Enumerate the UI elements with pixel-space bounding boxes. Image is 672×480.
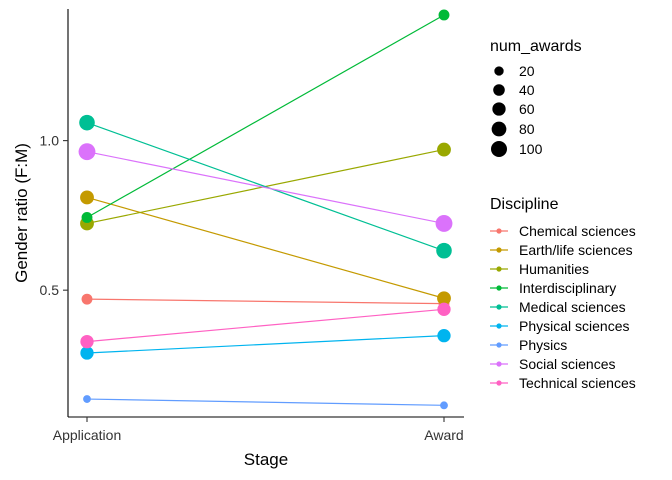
legend-key-point — [496, 304, 502, 310]
x-tick-label: Award — [424, 427, 463, 443]
y-tick-label: 0.5 — [40, 282, 60, 298]
data-point — [78, 143, 96, 161]
data-point — [438, 9, 450, 21]
legend-label: Physical sciences — [519, 318, 630, 334]
data-point — [80, 346, 94, 360]
legend-item-chemical-sciences: Chemical sciences — [490, 223, 636, 239]
data-point — [437, 142, 451, 157]
legend-key-point — [496, 247, 502, 253]
legend-label: Chemical sciences — [519, 223, 636, 239]
series-physics — [83, 395, 448, 410]
legend-label: Medical sciences — [519, 299, 626, 315]
size-legend-key — [491, 141, 507, 157]
size-legend-label: 60 — [519, 101, 535, 117]
plot-area: 0.5 1.0 Application Award — [40, 9, 464, 443]
size-legend: num_awards 20 40 60 80 100 — [490, 38, 582, 157]
x-axis-title: Stage — [244, 450, 288, 469]
color-legend: Discipline Chemical sciences Earth/life s… — [490, 196, 636, 391]
x-ticks: Application Award — [53, 417, 464, 443]
data-point — [81, 293, 93, 305]
series-social-sciences — [78, 143, 453, 232]
data-point — [437, 328, 451, 343]
legend-label: Humanities — [519, 261, 589, 277]
size-legend-items: 20 40 60 80 100 — [491, 63, 543, 157]
data-point — [83, 395, 91, 403]
color-legend-items: Chemical sciences Earth/life sciences Huma… — [490, 223, 636, 391]
series-line — [86, 308, 445, 343]
size-legend-title: num_awards — [490, 38, 582, 55]
x-tick-label: Application — [53, 427, 122, 443]
legend-label: Physics — [519, 337, 567, 353]
legend-label: Interdisciplinary — [519, 280, 616, 296]
legend-label: Technical sciences — [519, 375, 636, 391]
legend-label: Social sciences — [519, 356, 616, 372]
size-legend-label: 40 — [519, 82, 535, 98]
legend-item-technical-sciences: Technical sciences — [490, 375, 636, 391]
size-legend-label: 20 — [519, 63, 535, 79]
series-line — [86, 196, 445, 299]
legend-item-humanities: Humanities — [490, 261, 589, 277]
legend-key-point — [496, 380, 502, 386]
legend-item-earth-life-sciences: Earth/life sciences — [490, 242, 633, 258]
legend-key-point — [496, 228, 502, 234]
color-legend-title: Discipline — [490, 196, 559, 213]
series-layer — [78, 9, 453, 410]
size-legend-key — [492, 102, 506, 116]
legend-key-point — [496, 266, 502, 272]
size-legend-key — [494, 66, 504, 76]
legend-key-point — [496, 361, 502, 367]
legend-item-social-sciences: Social sciences — [490, 356, 616, 372]
legend-key-point — [496, 342, 502, 348]
series-earth-life-sciences — [80, 190, 451, 306]
legend-key-point — [496, 285, 502, 291]
data-point — [79, 114, 95, 131]
series-medical-sciences — [79, 114, 452, 259]
y-axis-title: Gender ratio (F:M) — [12, 143, 31, 283]
data-point — [80, 334, 94, 349]
series-line — [86, 151, 445, 225]
series-line — [86, 335, 445, 354]
legend-key-point — [496, 323, 502, 329]
data-point — [80, 190, 94, 205]
series-chemical-sciences — [81, 293, 450, 310]
series-physical-sciences — [80, 328, 451, 360]
series-line — [86, 122, 445, 252]
data-point — [437, 291, 451, 306]
size-legend-label: 100 — [519, 141, 543, 157]
data-point — [435, 215, 453, 232]
series-line — [86, 398, 445, 406]
size-legend-key — [491, 121, 507, 137]
series-line — [86, 298, 445, 305]
series-interdisciplinary — [81, 9, 450, 223]
size-legend-label: 80 — [519, 121, 535, 137]
series-technical-sciences — [80, 302, 451, 349]
y-ticks: 0.5 1.0 — [40, 133, 68, 298]
data-point — [436, 242, 452, 259]
data-point — [81, 212, 93, 223]
series-line — [86, 14, 445, 219]
legend-item-physical-sciences: Physical sciences — [490, 318, 630, 334]
data-point — [440, 401, 448, 410]
legend-item-physics: Physics — [490, 337, 567, 353]
size-legend-key — [493, 84, 505, 96]
legend-item-medical-sciences: Medical sciences — [490, 299, 626, 315]
data-point — [437, 302, 451, 316]
legend-item-interdisciplinary: Interdisciplinary — [490, 280, 616, 296]
legend-label: Earth/life sciences — [519, 242, 633, 258]
y-tick-label: 1.0 — [40, 133, 60, 149]
